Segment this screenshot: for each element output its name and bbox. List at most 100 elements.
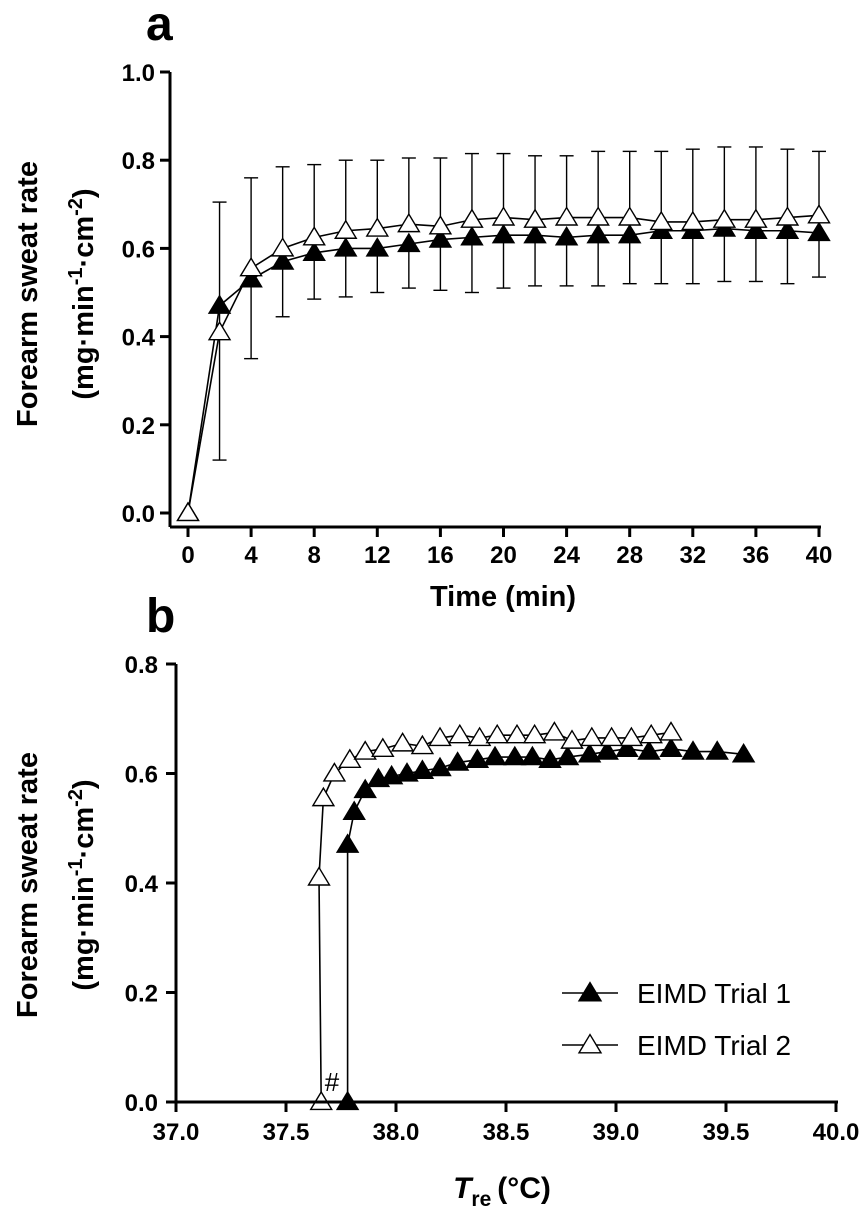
data-point-trial-2 — [365, 217, 390, 237]
panel-a-x-tick-label: 4 — [244, 542, 258, 569]
panel-b-y-tick-label: 0.8 — [125, 652, 158, 679]
panel-a-x-tick-label: 32 — [679, 542, 706, 569]
panel-b-y-tick-label: 0.4 — [125, 871, 159, 898]
panel-a-y-axis-title: Forearm sweat rate (mg·min-1·cm-2) — [12, 161, 100, 427]
panel-b-data-point-trial-2 — [428, 726, 452, 747]
panel-b-x-tick-label: 37.5 — [263, 1119, 310, 1146]
panel-a-error-bars — [212, 146, 826, 461]
data-point-trial-1 — [460, 226, 484, 246]
panel-b-data-point-trial-1 — [342, 800, 366, 821]
panel-a-x-tick-label: 40 — [806, 542, 833, 569]
panel-b-data-point-trial-1 — [681, 740, 705, 760]
panel-a-y-tick-label: 0.6 — [122, 236, 155, 263]
data-point-trial-1 — [617, 223, 642, 244]
panel-b-markers — [307, 721, 756, 1111]
data-point-trial-1 — [586, 223, 610, 244]
panel-a-x-tick-label: 8 — [308, 542, 321, 569]
panel-b: b 37.0 37.5 38.0 38.5 39.0 39.5 40.0 0.0 0.2 0.4 0… — [12, 590, 859, 1211]
data-point-trial-1 — [775, 219, 800, 239]
data-point-trial-2 — [397, 212, 421, 233]
panel-b-data-point-trial-1 — [705, 740, 729, 760]
panel-b-data-point-trial-1 — [595, 740, 619, 760]
panel-b-data-point-trial-1 — [538, 748, 562, 768]
data-point-trial-2 — [176, 501, 200, 522]
panel-b-data-point-trial-1 — [659, 737, 683, 758]
data-point-trial-1 — [302, 241, 326, 261]
panel-a-axes: 0 4 8 12 16 20 24 28 32 36 40 0.0 0.2 0.4 0.6 0.8 1.0 — [122, 60, 833, 569]
data-point-trial-2 — [460, 208, 484, 228]
data-point-trial-2 — [586, 206, 610, 226]
panel-b-data-point-trial-2 — [580, 726, 604, 747]
data-point-trial-2 — [712, 208, 737, 228]
panel-b-data-point-trial-2 — [311, 786, 336, 807]
data-point-trial-2 — [649, 210, 673, 231]
panel-b-data-point-trial-1 — [353, 778, 377, 799]
panel-b-data-point-trial-1 — [428, 756, 452, 777]
data-point-trial-2 — [554, 206, 579, 226]
panel-b-data-point-trial-1 — [731, 743, 756, 763]
significance-annotation: # — [325, 1067, 340, 1097]
panel-b-data-point-trial-2 — [599, 726, 624, 747]
data-point-trial-1 — [807, 221, 831, 242]
panel-b-x-tick-label: 38.0 — [373, 1119, 420, 1146]
data-point-trial-2 — [807, 203, 831, 224]
panel-a-x-tick-label: 36 — [743, 542, 770, 569]
data-point-trial-2 — [617, 206, 642, 226]
data-point-trial-2 — [491, 206, 516, 226]
panel-b-data-point-trial-2 — [390, 732, 415, 752]
panel-a-y-title-line1: Forearm sweat rate — [12, 161, 44, 427]
data-point-trial-2 — [744, 208, 768, 228]
panel-b-data-point-trial-1 — [615, 737, 639, 758]
panel-b-data-point-trial-1 — [410, 759, 435, 779]
data-point-trial-1 — [554, 226, 579, 246]
legend-marker-trial-2 — [577, 1033, 603, 1054]
panel-b-series-line-trial-2 — [318, 731, 672, 1103]
panel-b-y-axis-title: Forearm sweat rate (mg·min-1·cm-2) — [12, 752, 100, 1018]
data-point-trial-2 — [523, 208, 547, 228]
legend-marker-trial-1 — [577, 981, 603, 1002]
panel-b-data-point-trial-2 — [560, 729, 584, 749]
data-point-trial-2 — [239, 256, 263, 277]
panel-a-x-tick-label: 12 — [364, 542, 391, 569]
panel-b-data-point-trial-2 — [485, 723, 509, 744]
panel-b-data-point-trial-2 — [542, 721, 567, 741]
panel-a-letter: a — [146, 0, 173, 51]
panel-b-data-point-trial-2 — [307, 866, 331, 886]
panel-a-x-tick-label: 0 — [181, 542, 194, 569]
panel-a-x-tick-label: 20 — [490, 542, 517, 569]
panel-a: a 0 4 8 12 16 20 24 28 32 36 400.00.20.40.60.81.0 … — [12, 0, 832, 613]
panel-a-markers — [176, 203, 831, 522]
panel-b-letter: b — [146, 590, 175, 643]
panel-b-data-point-trial-1 — [483, 745, 507, 766]
panel-b-x-tick-label: 37.0 — [153, 1119, 200, 1146]
data-point-trial-1 — [334, 237, 358, 257]
panel-b-axes: 37.0 37.5 38.0 38.5 39.0 39.5 40.0 0.0 0.2 0.4 0.6… — [125, 652, 860, 1146]
data-point-trial-2 — [270, 237, 295, 257]
legend: EIMD Trial 1 EIMD Trial 2 — [562, 978, 791, 1061]
panel-b-data-point-trial-2 — [371, 737, 395, 758]
panel-b-y-title-line1: Forearm sweat rate — [12, 752, 44, 1018]
panel-a-x-tick-label: 28 — [616, 542, 643, 569]
panel-a-y-tick-label: 1.0 — [122, 60, 155, 87]
data-point-trial-1 — [365, 237, 390, 257]
panel-b-data-point-trial-2 — [522, 723, 547, 744]
panel-b-data-point-trial-1 — [445, 751, 470, 771]
panel-b-data-point-trial-1 — [503, 745, 527, 766]
panel-b-y-tick-label: 0.0 — [125, 1090, 158, 1117]
panel-a-y-tick-label: 0.4 — [122, 325, 156, 352]
data-point-trial-2 — [428, 215, 453, 235]
panel-b-data-point-trial-2 — [467, 726, 492, 747]
panel-b-data-point-trial-2 — [322, 762, 347, 782]
panel-b-y-tick-label: 0.6 — [125, 762, 158, 789]
panel-b-data-point-trial-1 — [465, 748, 490, 768]
panel-b-data-point-trial-1 — [555, 745, 580, 766]
panel-b-data-point-trial-1 — [637, 740, 661, 760]
data-point-trial-2 — [207, 320, 232, 341]
panel-b-x-tick-label: 39.5 — [703, 1119, 750, 1146]
panel-b-y-tick-label: 0.2 — [125, 981, 158, 1008]
data-point-trial-2 — [302, 226, 326, 246]
data-point-trial-1 — [523, 223, 547, 244]
panel-b-data-point-trial-2 — [619, 726, 644, 747]
panel-b-x-tick-label: 40.0 — [813, 1119, 860, 1146]
